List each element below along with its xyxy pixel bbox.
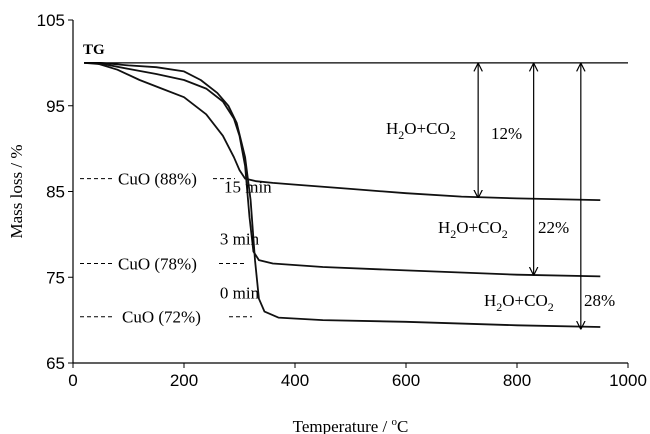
y-tick-label: 75 (46, 268, 65, 287)
series-group (84, 62, 601, 328)
x-tick-label: 0 (68, 371, 77, 390)
x-tick-label: 600 (392, 371, 420, 390)
arrow-label: H2O+CO2 (386, 119, 456, 142)
y-tick-label: 105 (37, 11, 65, 30)
series-line-3-min (84, 62, 601, 278)
x-tick-label: 1000 (609, 371, 647, 390)
series-line-0-min (84, 62, 601, 328)
annotations: TG 15 min 3 min 0 min CuO (88%) CuO (78%) CuO … (80, 42, 628, 329)
axes: 0 200 400 600 800 1000 65 75 85 95 105 Temperature … (7, 11, 647, 434)
series-label: 3 min (220, 230, 260, 249)
x-tick-label: 800 (503, 371, 531, 390)
y-tick-label: 65 (46, 354, 65, 373)
cuo-label: CuO (72%) (122, 308, 201, 327)
y-tick-label: 95 (46, 97, 65, 116)
y-tick-label: 85 (46, 183, 65, 202)
arrow-label: H2O+CO2 (484, 291, 554, 314)
cuo-label: CuO (88%) (118, 170, 197, 189)
x-tick-label: 400 (281, 371, 309, 390)
cuo-label: CuO (78%) (118, 255, 197, 274)
arrow-percent: 22% (538, 218, 569, 237)
panel-label-tg: TG (83, 42, 105, 58)
x-axis-title: Temperature / oC (293, 416, 409, 434)
series-line-15-min (84, 62, 601, 201)
arrow-percent: 28% (584, 291, 615, 310)
series-label: 15 min (224, 177, 272, 196)
arrow-percent: 12% (491, 124, 522, 143)
y-axis-title: Mass loss / % (7, 145, 26, 239)
arrow-label: H2O+CO2 (438, 218, 508, 241)
x-tick-label: 200 (170, 371, 198, 390)
series-label: 0 min (220, 284, 260, 303)
